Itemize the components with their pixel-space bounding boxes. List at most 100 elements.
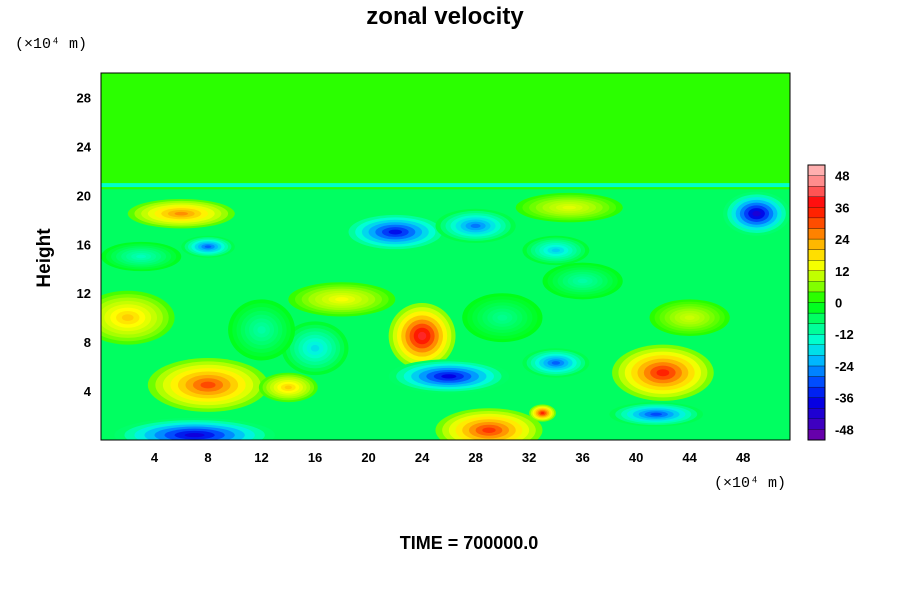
colorbar-segment	[807, 249, 826, 261]
contour-level	[551, 248, 561, 253]
colorbar-segment	[807, 418, 826, 430]
colorbar-segment	[807, 270, 826, 282]
contour-feature	[612, 344, 714, 401]
colorbar-segment	[807, 323, 826, 335]
contour-level	[204, 245, 212, 249]
y-axis-ticks: 4 8 12 16 20 24 28	[77, 90, 92, 399]
colorbar-tick-label: 36	[835, 200, 849, 215]
contour-level	[417, 331, 427, 341]
contour-feature	[388, 359, 510, 394]
contour-feature	[542, 262, 623, 300]
colorbar-frame	[807, 164, 826, 441]
colorbar-tick-label: 48	[835, 169, 849, 184]
contour-feature	[515, 192, 623, 223]
colorbar-segment	[807, 302, 826, 314]
colorbar-segment	[807, 281, 826, 293]
x-tick-label: 44	[682, 450, 697, 465]
colorbar-tick-label: 0	[835, 296, 842, 311]
y-tick-label: 20	[77, 188, 91, 203]
velocity-field	[101, 73, 790, 440]
x-tick-label: 32	[522, 450, 536, 465]
y-axis-label: Height	[34, 228, 55, 288]
colorbar-segment	[807, 344, 826, 356]
colorbar-segment	[807, 217, 826, 229]
contour-feature	[288, 282, 396, 317]
colorbar-segment	[807, 186, 826, 197]
colorbar-tick-label: 24	[835, 232, 850, 247]
contour-feature	[609, 402, 704, 427]
plot-frame	[100, 72, 791, 441]
contour-feature	[435, 408, 543, 440]
colorbar	[807, 164, 826, 441]
x-tick-label: 24	[415, 450, 430, 465]
contour-feature	[529, 404, 556, 422]
y-tick-label: 24	[77, 139, 92, 154]
x-tick-label: 8	[204, 450, 211, 465]
colorbar-segment	[807, 207, 826, 219]
tropopause-band	[101, 183, 790, 188]
contour-level	[121, 314, 134, 322]
colorbar-segment	[807, 334, 826, 345]
contour-feature	[147, 358, 269, 412]
contour-feature	[388, 302, 456, 370]
contour-level	[200, 381, 216, 389]
x-axis-ticks: 4 8 12 16 20 24 28 32 36 40 44 48	[151, 450, 751, 465]
contour-level	[441, 374, 457, 379]
x-tick-label: 12	[254, 450, 268, 465]
y-tick-label: 8	[84, 335, 91, 350]
contour-level	[650, 412, 663, 416]
colorbar-segment	[807, 238, 826, 250]
contour-level	[257, 326, 266, 334]
contour-level	[562, 205, 576, 210]
contour-level	[470, 223, 481, 229]
contour-feature	[522, 235, 590, 266]
colorbar-segment	[807, 196, 826, 208]
contour-feature	[127, 199, 235, 229]
colorbar-segment	[807, 397, 826, 409]
contour-feature	[341, 212, 449, 252]
contour-feature	[258, 372, 318, 403]
contour-level	[335, 297, 349, 302]
colorbar-ticks: 48 36 24 12 0 -12 -24 -36 -48	[835, 169, 855, 438]
contour-level	[551, 361, 561, 365]
colorbar-segment	[807, 175, 826, 187]
x-tick-label: 20	[361, 450, 375, 465]
plot-area	[100, 72, 791, 441]
contour-feature	[649, 299, 730, 337]
y-tick-label: 12	[77, 286, 91, 301]
contour-level	[752, 210, 761, 217]
contour-level	[482, 427, 496, 433]
contour-level	[656, 369, 670, 377]
contour-level	[136, 254, 147, 259]
contour-level	[497, 314, 508, 321]
x-tick-label: 16	[308, 450, 322, 465]
x-tick-label: 48	[736, 450, 750, 465]
contour-feature	[114, 417, 275, 440]
x-tick-label: 36	[575, 450, 589, 465]
contour-feature	[522, 348, 590, 378]
contour-feature	[101, 241, 182, 272]
contour-level	[684, 315, 695, 320]
y-tick-label: 16	[77, 237, 91, 252]
colorbar-tick-label: -24	[835, 359, 855, 374]
colorbar-segment	[807, 355, 826, 367]
colorbar-tick-label: 12	[835, 264, 849, 279]
colorbar-segment	[807, 164, 826, 176]
y-tick-label: 4	[84, 384, 92, 399]
contour-feature	[228, 299, 295, 361]
contour-level	[540, 412, 545, 415]
colorbar-tick-label: -36	[835, 391, 854, 406]
contour-level	[284, 385, 292, 390]
colorbar-tick-label: -12	[835, 327, 854, 342]
y-axis-unit: (×10⁴ m)	[15, 36, 87, 53]
contour-feature	[181, 235, 235, 258]
chart-title: zonal velocity	[366, 3, 524, 30]
contour-feature	[101, 290, 175, 345]
colorbar-segment	[807, 260, 826, 271]
colorbar-tick-label: -48	[835, 422, 854, 437]
y-tick-label: 28	[77, 90, 91, 105]
colorbar-segment	[807, 376, 826, 388]
colorbar-segment	[807, 365, 826, 377]
colorbar-segment	[807, 291, 826, 303]
